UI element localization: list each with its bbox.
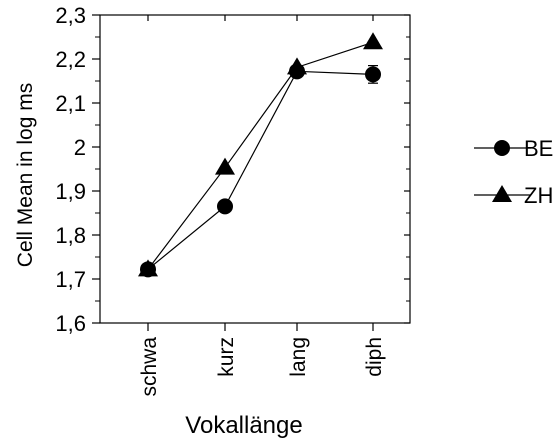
y-tick-label: 1,8 bbox=[55, 223, 86, 248]
x-axis-label: Vokallänge bbox=[185, 412, 302, 439]
data-point-BE bbox=[289, 63, 305, 80]
data-point-ZH bbox=[215, 157, 235, 175]
data-point-BE bbox=[365, 66, 381, 83]
y-tick-label: 1,9 bbox=[55, 179, 86, 204]
series-line-ZH bbox=[147, 41, 374, 270]
legend-marker-BE bbox=[494, 140, 510, 156]
y-axis-label: Cell Mean in log ms bbox=[14, 83, 37, 267]
y-tick-label: 1,6 bbox=[55, 311, 86, 336]
series-line-BE bbox=[147, 70, 374, 270]
x-tick-label: lang bbox=[287, 337, 310, 377]
data-point-BE bbox=[140, 261, 156, 278]
y-tick-label: 2,3 bbox=[55, 3, 86, 28]
y-tick-label: 2 bbox=[74, 135, 86, 160]
legend-marker-ZH bbox=[492, 185, 512, 202]
y-tick-label: 2,1 bbox=[55, 91, 86, 116]
legend-label: ZH bbox=[524, 183, 553, 208]
series-lines bbox=[143, 41, 378, 274]
x-tick-label: schwa bbox=[138, 337, 161, 397]
series-markers bbox=[138, 32, 383, 278]
x-tick-label: kurz bbox=[215, 337, 238, 377]
y-tick-label: 2,2 bbox=[55, 47, 86, 72]
legend: BE ZH bbox=[474, 136, 553, 208]
y-tick-label: 1,7 bbox=[55, 267, 86, 292]
data-point-ZH bbox=[363, 32, 383, 50]
legend-label: BE bbox=[524, 136, 553, 161]
axes: 1,6 1,7 1,8 1,9 2 2,1 2,2 2,3 schwa kurz lang diph bbox=[55, 3, 411, 397]
data-point-BE bbox=[217, 198, 233, 215]
x-tick-label: diph bbox=[363, 337, 386, 377]
